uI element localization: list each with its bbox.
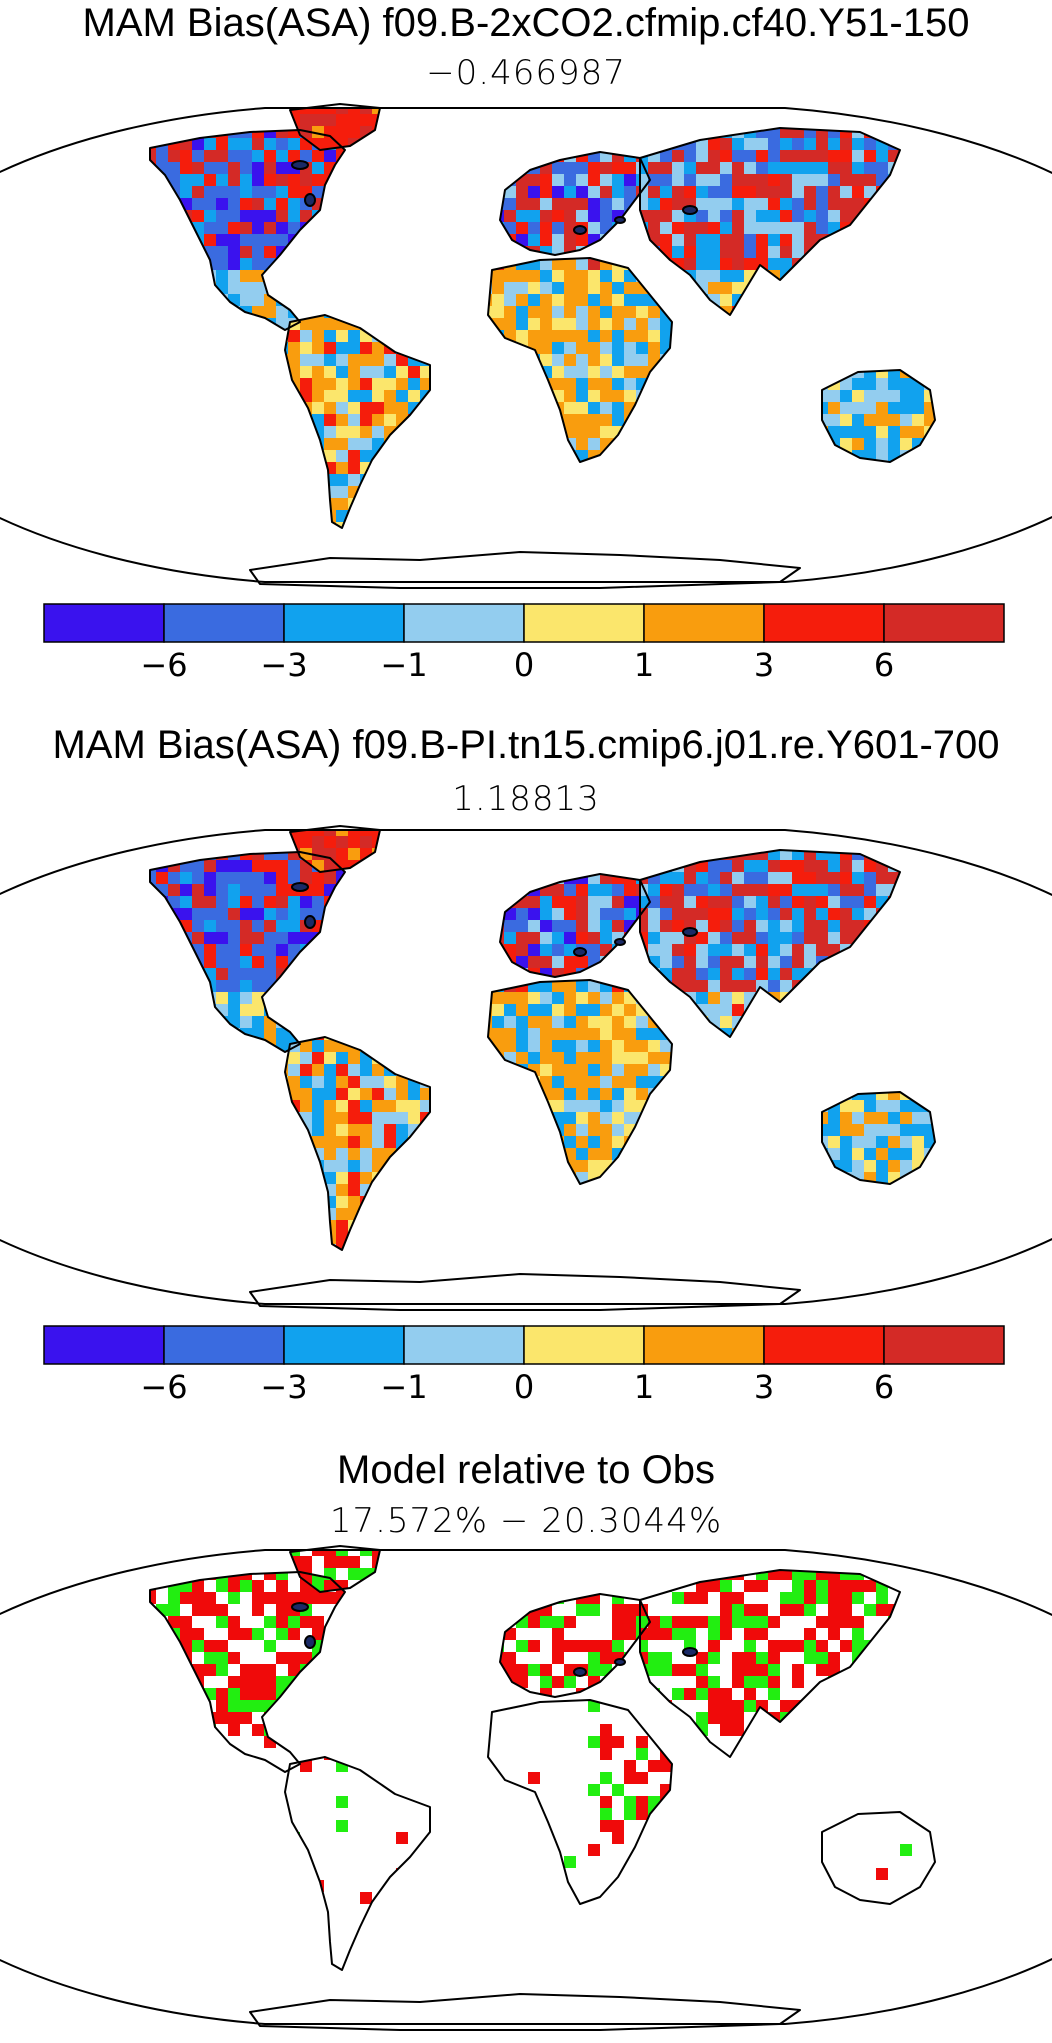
coastline-australia [821,1811,936,1905]
coastlines [149,1545,936,2031]
map-boundary [0,829,1052,1305]
coastline-northAmerica [149,129,346,331]
coastline-australia [821,369,936,463]
coastline-southAmerica [284,1036,431,1251]
colorbar-swatch [643,603,765,643]
colorbar-label: 1 [634,1368,654,1402]
colorbar-label: −3 [260,1368,307,1402]
colorbar-label: 3 [754,646,774,680]
coastline-asia [639,127,901,316]
map1-bias-map [0,103,1052,589]
coastline-southAmerica [284,1756,431,1971]
coastline-asia [639,1569,901,1758]
colorbar-swatch [283,603,405,643]
coastline-southAmerica [284,314,431,529]
coastlines [149,103,936,589]
map-boundary [0,107,1052,583]
colorbar-label: 1 [634,646,654,680]
colorbar-swatch [643,1325,765,1365]
colorbar-swatch [163,603,285,643]
coastline-antarctica [249,1273,801,1311]
coastline-antarctica [249,1993,801,2031]
colorbar-label: −3 [260,646,307,680]
map1-title: MAM Bias(ASA) f09.B-2xCO2.cfmip.cf40.Y51… [0,0,1052,46]
map2-bias-map [0,825,1052,1311]
colorbar-1: −6 −3 −1 0 1 3 6 [43,603,1005,680]
colorbar-swatch [763,603,885,643]
coastline-africa [487,1699,673,1905]
colorbar-swatch [883,1325,1005,1365]
colorbar-label: 6 [874,1368,894,1402]
map2-mean-value: 1.18813 [0,780,1052,818]
colorbar-label: −6 [140,646,187,680]
colorbar-swatch [403,1325,525,1365]
map2-title: MAM Bias(ASA) f09.B-PI.tn15.cmip6.j01.re… [0,722,1052,768]
colorbar-label: 0 [514,1368,534,1402]
colorbar-swatch [163,1325,285,1365]
coastlines [149,825,936,1311]
colorbar-swatch [883,603,1005,643]
colorbar-label: 3 [754,1368,774,1402]
coastline-asia [639,849,901,1038]
coastline-greenland [289,1545,381,1593]
colorbar-swatch [43,1325,165,1365]
coastline-africa [487,257,673,463]
colorbar-swatch [283,1325,405,1365]
colorbar-label: −1 [380,1368,427,1402]
coastline-northAmerica [149,851,346,1053]
coastline-greenland [289,825,381,873]
field-australia [876,1844,912,1880]
colorbar-label: 6 [874,646,894,680]
colorbar-swatch [523,1325,645,1365]
colorbar-swatch [523,603,645,643]
map-boundary [0,1549,1052,2025]
colorbar-swatch [763,1325,885,1365]
coastline-northAmerica [149,1571,346,1773]
map3-title: Model relative to Obs [0,1447,1052,1493]
map3-range-value: 17.572% − 20.3044% [0,1502,1052,1540]
colorbar-label: −6 [140,1368,187,1402]
coastline-greenland [289,103,381,151]
colorbar-swatch [43,603,165,643]
coastline-africa [487,979,673,1185]
colorbar-label: 0 [514,646,534,680]
map1-mean-value: −0.466987 [0,54,1052,92]
map3-relative-map [0,1545,1052,2031]
colorbar-swatch [403,603,525,643]
colorbar-2: −6 −3 −1 0 1 3 6 [43,1325,1005,1402]
coastline-australia [821,1091,936,1185]
coastline-antarctica [249,551,801,589]
colorbar-label: −1 [380,646,427,680]
